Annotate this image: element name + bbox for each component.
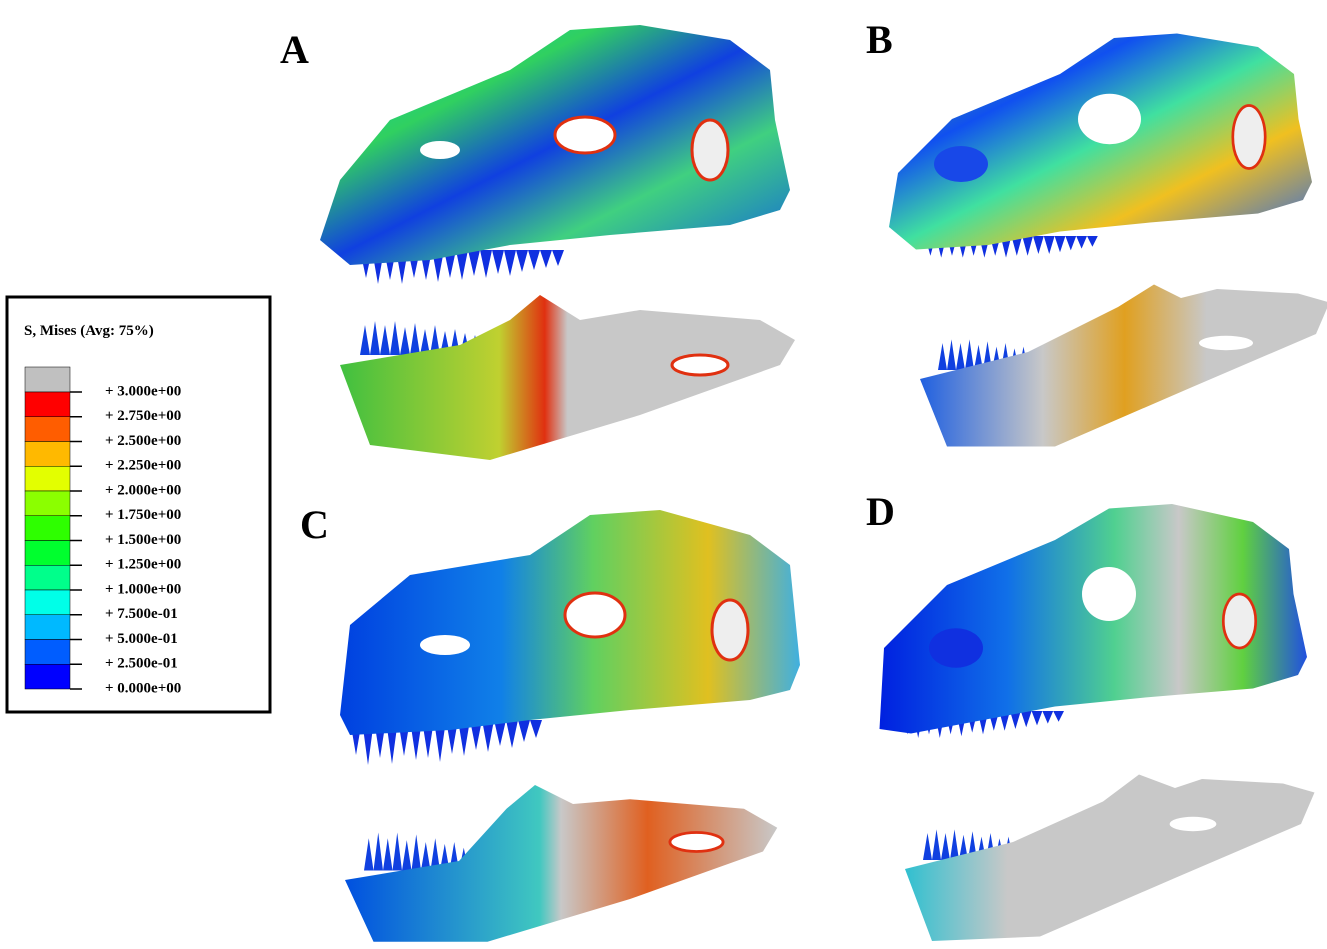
skull-a [320,25,790,284]
fenestra [672,355,728,375]
fenestra [929,628,983,668]
fenestra [670,833,723,852]
legend-swatch [25,615,70,640]
mandible [905,775,1315,942]
panel-label: A [280,27,309,72]
fenestra [692,120,728,180]
legend-swatch [25,442,70,467]
fenestra [555,117,615,153]
legend-swatch [25,466,70,491]
legend-swatch [25,392,70,417]
fenestra [934,146,988,182]
legend-label: + 2.250e+00 [105,458,181,474]
fenestra [712,600,748,660]
legend-label: + 2.000e+00 [105,482,181,498]
fenestra [1078,94,1141,144]
legend-label: + 0.000e+00 [105,680,181,696]
legend-swatch [25,664,70,689]
legend-swatch [25,565,70,590]
legend-swatch [25,367,70,392]
fenestra [565,593,625,637]
panel-label: B [866,17,893,62]
skull-b [889,34,1312,258]
legend-swatch [25,590,70,615]
fenestra [1199,336,1253,350]
legend-label: + 1.500e+00 [105,532,181,548]
figure: A B C D S, Mises (Avg: 75%) + 3.000e+00 +… [0,0,1327,949]
fenestra [420,635,470,655]
legend-label: + 1.250e+00 [105,557,181,573]
legend-label: + 7.500e-01 [105,606,178,622]
legend-swatch [25,640,70,665]
mandible [920,285,1327,447]
mandible-a [340,295,795,460]
mandible-d [905,775,1315,942]
fenestra [1223,594,1255,648]
panel-label: D [866,489,895,534]
mandible-b [920,285,1327,447]
legend-label: + 2.500e-01 [105,656,178,672]
fenestra [1233,106,1265,169]
panel-label: C [300,502,329,547]
legend-title: S, Mises (Avg: 75%) [24,323,154,339]
legend-swatch [25,417,70,442]
legend-swatch [25,516,70,541]
legend: S, Mises (Avg: 75%) + 3.000e+00 + 2.750e+… [7,297,270,712]
skull-c [340,510,800,765]
legend-swatch [25,491,70,516]
mandible [340,295,795,460]
legend-label: + 2.750e+00 [105,408,181,424]
fenestra [1170,817,1217,831]
legend-label: + 5.000e-01 [105,631,178,647]
skull-d [880,504,1308,738]
legend-label: + 1.750e+00 [105,507,181,523]
legend-label: + 2.500e+00 [105,433,181,449]
figure-canvas: A B C D S, Mises (Avg: 75%) + 3.000e+00 +… [0,0,1327,949]
mandible-c [345,785,777,942]
legend-label: + 3.000e+00 [105,383,181,399]
legend-swatch [25,541,70,566]
fenestra [1082,567,1136,621]
legend-label: + 1.000e+00 [105,581,181,597]
fenestra [420,141,460,159]
